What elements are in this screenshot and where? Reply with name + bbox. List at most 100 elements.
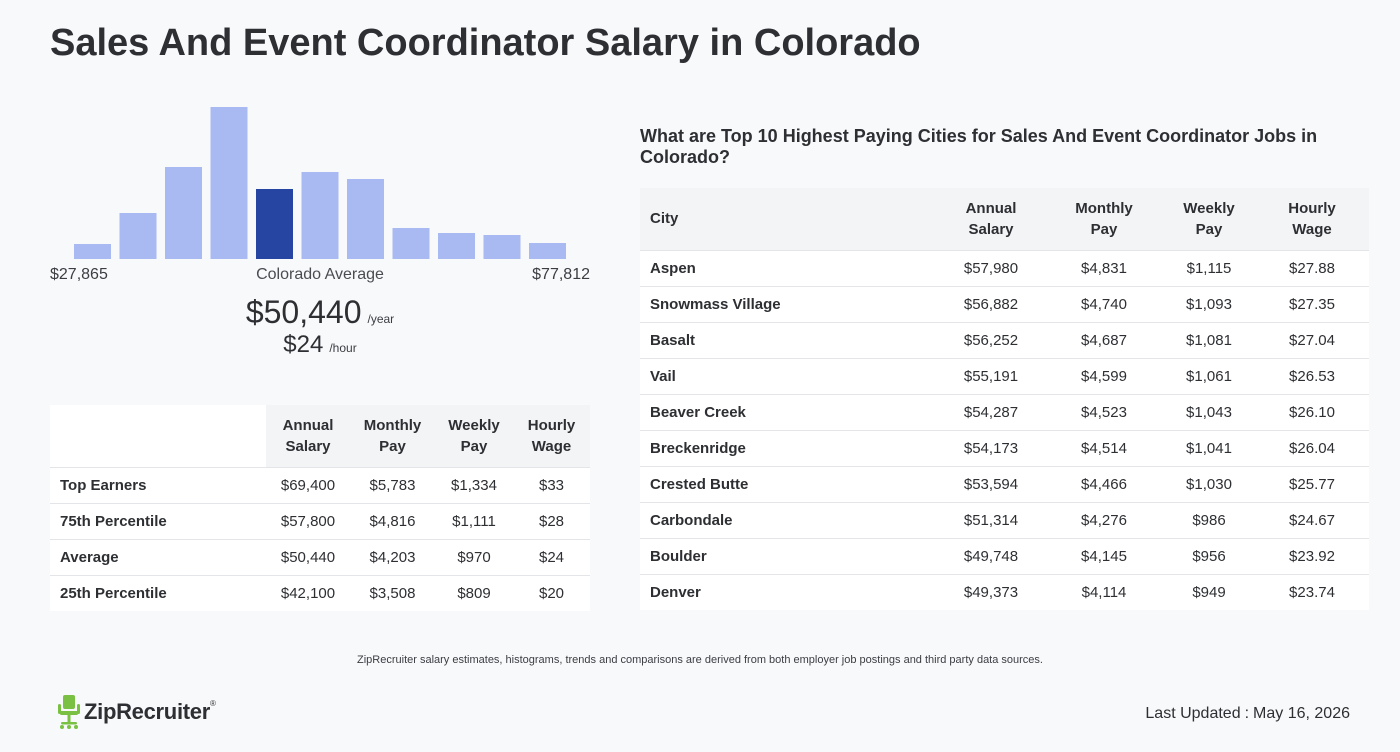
monthly-cell: $4,687	[1045, 322, 1163, 359]
weekly-cell: $1,115	[1163, 250, 1255, 287]
histogram-bar	[301, 172, 339, 259]
row-label: 25th Percentile	[60, 584, 167, 602]
hourly-cell: $27.04	[1255, 322, 1369, 359]
city-name: Beaver Creek	[640, 394, 937, 431]
annual-cell: $53,594	[937, 466, 1045, 503]
histogram-bar	[483, 235, 521, 259]
table-row: Aspen $57,980 $4,831 $1,115 $27.88	[640, 250, 1369, 287]
page-title: Sales And Event Coordinator Salary in Co…	[50, 22, 921, 64]
salary-histogram	[50, 100, 590, 260]
last-updated-date: May 16, 2026	[1253, 705, 1350, 722]
histogram-range-min: $27,865	[50, 266, 108, 283]
annual-cell: $57,980	[937, 250, 1045, 287]
table-row: Basalt $56,252 $4,687 $1,081 $27.04	[640, 322, 1369, 359]
hourly-cell: $27.88	[1255, 250, 1369, 287]
percentile-header-monthly: Monthly Pay	[350, 405, 435, 468]
table-row: Boulder $49,748 $4,145 $956 $23.92	[640, 538, 1369, 575]
city-name: Crested Butte	[640, 466, 937, 503]
last-updated-separator: :	[1244, 705, 1250, 722]
city-table-header: City Annual Salary Monthly Pay Weekly Pay H…	[640, 188, 1369, 251]
table-row: Beaver Creek $54,287 $4,523 $1,043 $26.10	[640, 394, 1369, 431]
table-row: Top Earners $69,400 $5,783 $1,334 $33	[50, 467, 590, 504]
table-row: Snowmass Village $56,882 $4,740 $1,093 $27.3…	[640, 286, 1369, 323]
city-table: City Annual Salary Monthly Pay Weekly Pay H…	[640, 188, 1369, 610]
hourly-cell: $23.92	[1255, 538, 1369, 575]
percentile-table-header: Annual Salary Monthly Pay Weekly Pay Hourly…	[50, 405, 590, 468]
hourly-cell: $23.74	[1289, 583, 1335, 601]
city-name: Aspen	[640, 250, 937, 287]
percentile-header-weekly: Weekly Pay	[435, 405, 513, 468]
histogram-bar	[119, 213, 157, 259]
chair-icon	[58, 695, 80, 729]
city-header-hourly: Hourly Wage	[1255, 188, 1369, 251]
city-name: Denver	[650, 583, 701, 601]
row-label: Top Earners	[50, 467, 266, 504]
hourly-cell: $24	[513, 539, 590, 576]
hourly-cell: $25.77	[1255, 466, 1369, 503]
average-hourly: $24/hour	[50, 331, 590, 359]
hourly-cell: $24.67	[1255, 502, 1369, 539]
histogram-average-label: Colorado Average	[256, 266, 384, 283]
average-annual-value: $50,440	[245, 294, 362, 330]
weekly-cell: $1,043	[1163, 394, 1255, 431]
weekly-cell: $1,111	[435, 503, 513, 540]
weekly-cell: $1,030	[1163, 466, 1255, 503]
histogram-bar	[529, 243, 566, 259]
monthly-cell: $4,523	[1045, 394, 1163, 431]
average-hourly-value: $24	[283, 331, 324, 358]
hourly-cell: $27.35	[1255, 286, 1369, 323]
histogram-bar	[347, 179, 384, 259]
weekly-cell: $1,081	[1163, 322, 1255, 359]
hourly-cell: $28	[513, 503, 590, 540]
monthly-cell: $4,514	[1045, 430, 1163, 467]
weekly-cell: $970	[435, 539, 513, 576]
percentile-table: Annual Salary Monthly Pay Weekly Pay Hourly…	[50, 405, 590, 611]
histogram-bar	[165, 167, 202, 259]
monthly-cell: $4,831	[1045, 250, 1163, 287]
weekly-cell: $956	[1163, 538, 1255, 575]
monthly-cell: $4,816	[350, 503, 435, 540]
monthly-cell: $4,599	[1045, 358, 1163, 395]
ziprecruiter-logo[interactable]: ZipRecruiter®	[58, 694, 216, 730]
city-name: Carbondale	[640, 502, 937, 539]
weekly-cell: $1,334	[435, 467, 513, 504]
histogram-bar	[210, 107, 248, 259]
percentile-header-hourly: Hourly Wage	[513, 405, 590, 468]
average-hourly-unit: /hour	[329, 341, 357, 355]
hourly-cell: $26.10	[1255, 394, 1369, 431]
data-source-disclaimer: ZipRecruiter salary estimates, histogram…	[357, 654, 1043, 666]
annual-cell: $54,173	[937, 430, 1045, 467]
city-name: Boulder	[640, 538, 937, 575]
city-header-weekly: Weekly Pay	[1163, 188, 1255, 251]
table-row: Average $50,440 $4,203 $970 $24	[50, 539, 590, 576]
annual-cell: $51,314	[937, 502, 1045, 539]
weekly-cell: $1,093	[1163, 286, 1255, 323]
monthly-cell: $4,203	[350, 539, 435, 576]
annual-cell: $55,191	[937, 358, 1045, 395]
table-row: Crested Butte $53,594 $4,466 $1,030 $25.77	[640, 466, 1369, 503]
city-name: Snowmass Village	[640, 286, 937, 323]
annual-cell: $56,252	[937, 322, 1045, 359]
histogram-bar	[392, 228, 430, 259]
average-annual: $50,440/year	[50, 294, 590, 331]
histogram-bar-average	[256, 189, 293, 259]
row-label: Average	[50, 539, 266, 576]
average-annual-unit: /year	[367, 312, 395, 326]
hourly-cell: $26.04	[1255, 430, 1369, 467]
hourly-cell: $26.53	[1255, 358, 1369, 395]
city-section-heading: What are Top 10 Highest Paying Cities fo…	[640, 126, 1318, 167]
logo-text: ZipRecruiter®	[84, 699, 216, 724]
weekly-cell: $1,041	[1163, 430, 1255, 467]
city-header-monthly: Monthly Pay	[1045, 188, 1163, 251]
annual-cell: $42,100	[280, 584, 336, 602]
monthly-cell: $4,145	[1045, 538, 1163, 575]
weekly-cell: $809	[457, 584, 491, 602]
city-header-annual: Annual Salary	[937, 188, 1045, 251]
monthly-cell: $4,740	[1045, 286, 1163, 323]
weekly-cell: $1,061	[1163, 358, 1255, 395]
table-row: Denver $49,373 $4,114 $949 $23.74	[640, 574, 1369, 610]
monthly-cell: $4,466	[1045, 466, 1163, 503]
annual-cell: $49,748	[937, 538, 1045, 575]
annual-cell: $50,440	[266, 539, 350, 576]
hourly-cell: $20	[538, 584, 565, 602]
